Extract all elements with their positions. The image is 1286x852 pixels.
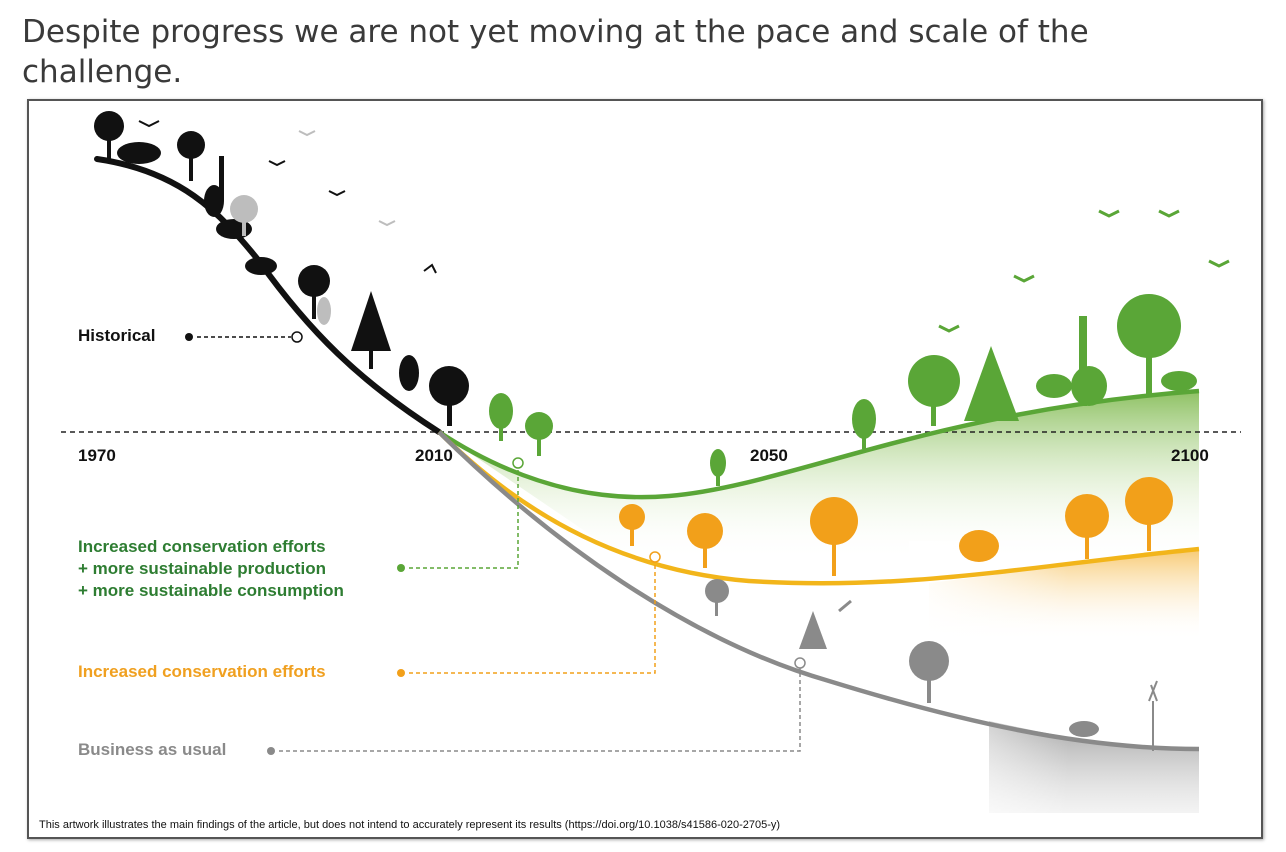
orange-marker bbox=[649, 551, 661, 563]
historical-faded-illustration bbox=[230, 130, 396, 325]
orange-scenario-wildlife-illustration bbox=[619, 477, 1173, 576]
year-label-1970: 1970 bbox=[78, 446, 116, 465]
historical-label: Historical bbox=[78, 326, 156, 345]
green-marker bbox=[512, 457, 524, 469]
diagram-graphic bbox=[61, 111, 1241, 821]
green-leader-dot bbox=[397, 564, 405, 572]
year-label-2010: 2010 bbox=[415, 446, 453, 465]
biodiversity-trajectory-diagram: 1970 2010 2050 2100 Historical Increased… bbox=[27, 99, 1263, 839]
green-scenario-label: Increased conservation efforts + more su… bbox=[78, 536, 344, 602]
orange-scenario-label: Increased conservation efforts bbox=[78, 662, 326, 681]
headline: Despite progress we are not yet moving a… bbox=[22, 14, 1089, 90]
green-scenario-wildlife-illustration bbox=[489, 209, 1230, 486]
gray-leader-dot bbox=[267, 747, 275, 755]
gray-scenario-wildlife-illustration bbox=[705, 579, 1158, 751]
gray-scenario-curve bbox=[437, 430, 1200, 752]
historical-marker bbox=[291, 331, 303, 343]
historical-leader-dot bbox=[185, 333, 193, 341]
diagram-caption: This artwork illustrates the main findin… bbox=[39, 819, 781, 831]
green-scenario-label-line-3: + more sustainable consumption bbox=[78, 581, 344, 600]
green-scenario-label-line-2: + more sustainable production bbox=[78, 559, 326, 578]
historical-wildlife-illustration bbox=[94, 111, 469, 426]
orange-leader-dot bbox=[397, 669, 405, 677]
orange-scenario-curve bbox=[437, 430, 1200, 586]
historical-curve bbox=[94, 156, 442, 435]
green-scenario-label-line-1: Increased conservation efforts bbox=[78, 537, 326, 556]
gray-scenario-label: Business as usual bbox=[78, 740, 227, 759]
gray-marker bbox=[794, 657, 806, 669]
year-label-2050: 2050 bbox=[750, 446, 788, 465]
year-label-2100: 2100 bbox=[1171, 446, 1209, 465]
